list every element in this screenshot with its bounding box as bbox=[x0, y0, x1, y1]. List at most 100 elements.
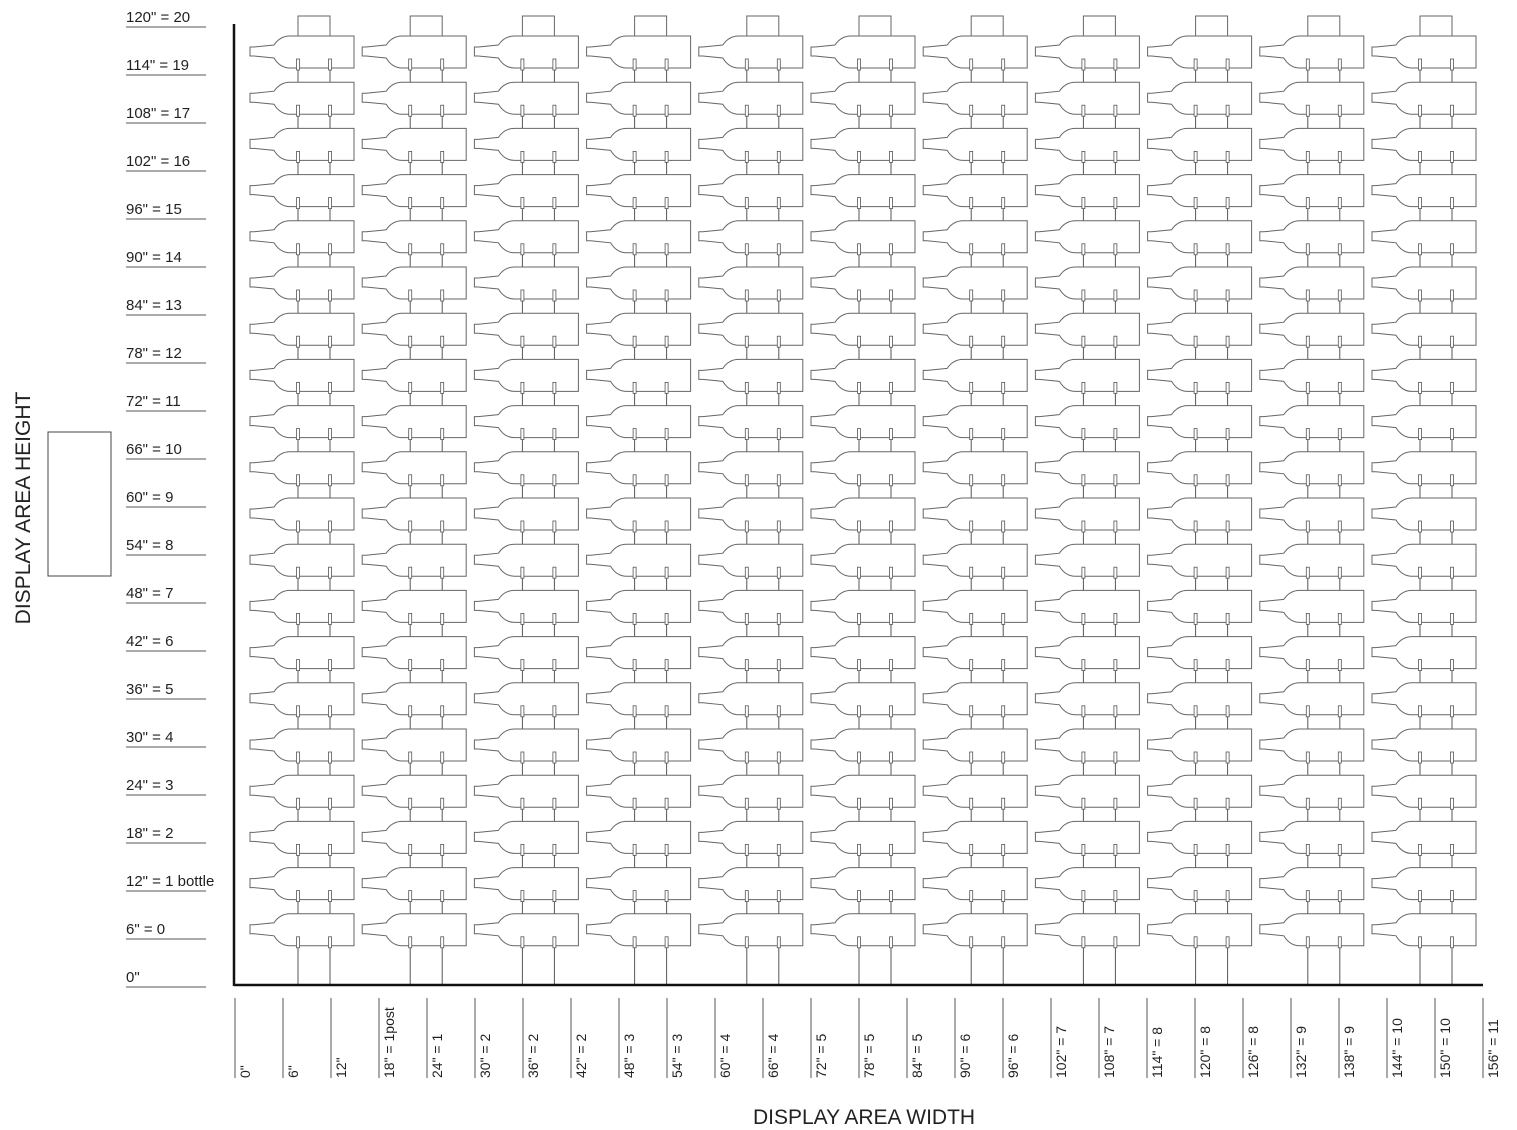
wine-bottle bbox=[473, 127, 579, 161]
wine-bottle bbox=[1371, 312, 1477, 346]
support-pin bbox=[296, 613, 300, 625]
support-pin bbox=[857, 751, 861, 764]
wine-bottle bbox=[586, 497, 692, 531]
support-pin bbox=[1081, 613, 1086, 625]
support-pin bbox=[857, 566, 861, 579]
support-pin bbox=[440, 428, 445, 441]
support-pin bbox=[520, 381, 525, 394]
support-pin bbox=[552, 890, 557, 902]
height-scale: 120" = 20 114" = 19 108" = 17 102" = 16 96" … bbox=[126, 9, 214, 988]
support-pin bbox=[1305, 335, 1310, 348]
support-pin bbox=[744, 705, 749, 718]
height-label: 24" = 3 bbox=[126, 777, 173, 794]
support-pin bbox=[664, 751, 669, 764]
post-cap bbox=[297, 15, 331, 37]
wine-bottle bbox=[586, 913, 692, 947]
support-pin bbox=[1081, 104, 1086, 117]
support-pin bbox=[776, 751, 781, 764]
wine-bottle bbox=[249, 220, 355, 254]
wine-bottle bbox=[1371, 35, 1477, 69]
support-pin bbox=[744, 428, 749, 441]
support-pin bbox=[1305, 474, 1310, 487]
support-pin bbox=[552, 566, 557, 579]
support-pin bbox=[1337, 58, 1342, 71]
wine-bottle bbox=[361, 774, 467, 808]
support-pin bbox=[664, 197, 669, 210]
support-pin bbox=[440, 936, 445, 949]
wine-bottle bbox=[810, 867, 916, 901]
support-pin bbox=[1418, 613, 1422, 625]
support-pin bbox=[776, 289, 781, 302]
support-pin bbox=[776, 197, 781, 210]
support-pin bbox=[328, 844, 332, 856]
wine-bottle bbox=[698, 266, 804, 300]
wine-bottle bbox=[473, 358, 579, 392]
support-pin bbox=[520, 104, 525, 117]
support-pin bbox=[1081, 705, 1086, 718]
support-pin bbox=[1193, 104, 1198, 117]
support-pin bbox=[664, 58, 669, 71]
height-label: 48" = 7 bbox=[126, 585, 173, 602]
wine-bottle bbox=[810, 405, 916, 439]
wine-bottle bbox=[1147, 312, 1253, 346]
wine-bottle bbox=[922, 497, 1028, 531]
wine-bottle bbox=[1371, 589, 1477, 623]
wine-bottle bbox=[586, 451, 692, 485]
support-pin bbox=[1001, 381, 1006, 394]
support-pin bbox=[664, 104, 669, 117]
wine-bottle bbox=[1147, 728, 1253, 762]
wine-bottle bbox=[1147, 774, 1253, 808]
width-label: 120" = 8 bbox=[1197, 1026, 1213, 1078]
support-pin bbox=[1225, 197, 1230, 210]
support-pin bbox=[744, 381, 749, 394]
support-pin bbox=[1337, 381, 1342, 394]
wine-bottle bbox=[473, 451, 579, 485]
support-pin bbox=[296, 936, 300, 949]
support-pin bbox=[552, 844, 557, 856]
wine-bottle bbox=[249, 35, 355, 69]
support-pin bbox=[664, 474, 669, 487]
wine-bottle bbox=[1259, 636, 1365, 670]
wine-bottle bbox=[249, 774, 355, 808]
wine-bottle bbox=[473, 405, 579, 439]
support-pin bbox=[1113, 613, 1118, 625]
wine-bottle bbox=[1034, 867, 1140, 901]
support-pin bbox=[1081, 428, 1086, 441]
width-label: 126" = 8 bbox=[1245, 1026, 1261, 1078]
wine-bottle bbox=[473, 867, 579, 901]
wine-bottle bbox=[586, 682, 692, 716]
support-pin bbox=[1337, 659, 1342, 671]
wine-bottle bbox=[1147, 451, 1253, 485]
support-pin bbox=[1081, 474, 1086, 487]
support-pin bbox=[520, 520, 525, 533]
support-pin bbox=[520, 150, 525, 163]
support-pin bbox=[632, 381, 637, 394]
wine-bottle bbox=[698, 312, 804, 346]
wine-bottle bbox=[249, 913, 355, 947]
support-pin bbox=[296, 289, 300, 302]
support-pin bbox=[1193, 844, 1198, 856]
support-pin bbox=[1193, 150, 1198, 163]
wine-bottle bbox=[698, 451, 804, 485]
support-pin bbox=[1450, 150, 1454, 163]
wine-bottle bbox=[249, 451, 355, 485]
support-pin bbox=[857, 474, 861, 487]
support-pin bbox=[296, 335, 300, 348]
wine-bottle bbox=[1259, 913, 1365, 947]
support-pin bbox=[969, 335, 974, 348]
support-pin bbox=[408, 613, 413, 625]
support-pin bbox=[328, 289, 332, 302]
support-pin bbox=[744, 150, 749, 163]
support-pin bbox=[889, 243, 893, 256]
support-pin bbox=[440, 243, 445, 256]
wine-bottle bbox=[473, 682, 579, 716]
support-pin bbox=[296, 751, 300, 764]
wine-bottle bbox=[1034, 358, 1140, 392]
support-pin bbox=[1450, 659, 1454, 671]
wine-bottle bbox=[361, 543, 467, 577]
wine-bottle bbox=[922, 127, 1028, 161]
support-pin bbox=[969, 659, 974, 671]
support-pin bbox=[744, 844, 749, 856]
wine-bottle bbox=[810, 127, 916, 161]
support-pin bbox=[520, 705, 525, 718]
